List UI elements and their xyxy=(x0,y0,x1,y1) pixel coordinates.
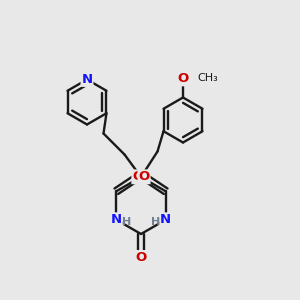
Text: O: O xyxy=(135,251,147,264)
Text: H: H xyxy=(151,217,160,226)
Text: H: H xyxy=(122,217,131,226)
Text: CH₃: CH₃ xyxy=(197,73,218,83)
Text: O: O xyxy=(177,72,189,86)
Text: N: N xyxy=(160,213,171,226)
Text: N: N xyxy=(81,73,93,86)
Text: N: N xyxy=(111,213,122,226)
Text: O: O xyxy=(132,170,143,183)
Text: O: O xyxy=(139,170,150,183)
